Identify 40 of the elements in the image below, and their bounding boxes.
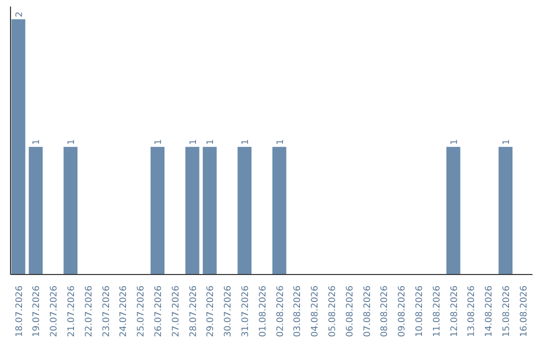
x-tick-label: 03.08.2026 (293, 285, 304, 338)
x-tick-label: 22.07.2026 (84, 285, 94, 338)
x-tick-label: 30.07.2026 (224, 285, 234, 338)
x-tick-label: 02.08.2026 (276, 285, 286, 338)
x-tick-label: 26.07.2026 (154, 285, 164, 338)
x-tick-label: 09.08.2026 (398, 285, 408, 338)
data-label: 2 (14, 12, 25, 18)
data-label: 1 (188, 139, 199, 145)
x-tick-label: 01.08.2026 (258, 285, 268, 338)
x-tick-label: 27.07.2026 (171, 285, 182, 338)
x-tick-label: 05.08.2026 (328, 285, 338, 338)
x-tick-label: 19.07.2026 (32, 285, 42, 338)
x-tick-label: 14.08.2026 (484, 285, 495, 338)
data-label: 1 (241, 139, 252, 145)
data-label: 1 (67, 139, 78, 145)
data-label: 1 (154, 139, 164, 145)
data-label: 1 (32, 139, 42, 145)
x-tick-label: 06.08.2026 (345, 285, 356, 338)
x-tick-label: 12.08.2026 (450, 285, 460, 338)
data-label: 1 (502, 139, 512, 145)
x-tick-label: 18.07.2026 (14, 285, 25, 338)
x-tick-label: 15.08.2026 (502, 285, 512, 338)
data-label: 1 (276, 139, 286, 145)
x-tick-label: 31.07.2026 (241, 285, 252, 338)
x-tick-label: 13.08.2026 (467, 285, 478, 338)
x-tick-label: 11.08.2026 (432, 285, 442, 338)
x-tick-label: 07.08.2026 (362, 285, 373, 338)
x-tick-label: 21.07.2026 (67, 285, 78, 338)
x-tick-label: 16.08.2026 (519, 285, 530, 338)
x-tick-label: 20.07.2026 (50, 285, 60, 338)
x-tick-label: 28.07.2026 (188, 285, 199, 338)
x-tick-label: 24.07.2026 (119, 285, 130, 338)
x-tick-label: 04.08.2026 (310, 285, 321, 338)
data-label: 1 (206, 139, 216, 145)
x-tick-label: 23.07.2026 (102, 285, 112, 338)
x-tick-label: 10.08.2026 (415, 285, 426, 338)
x-tick-label: 08.08.2026 (380, 285, 390, 338)
x-tick-label: 25.07.2026 (136, 285, 147, 338)
x-tick-label: 29.07.2026 (206, 285, 216, 338)
data-label: 1 (450, 139, 460, 145)
